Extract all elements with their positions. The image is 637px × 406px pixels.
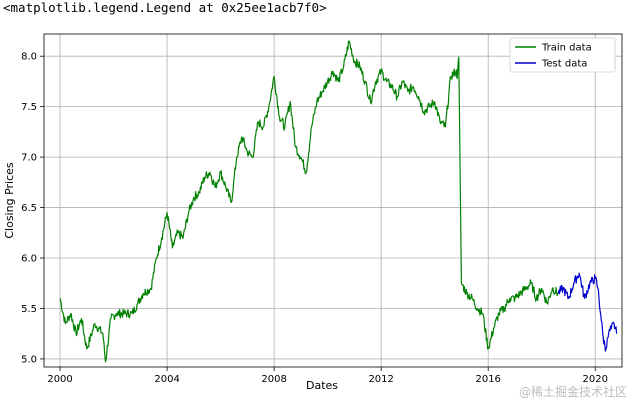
series-layer bbox=[59, 40, 618, 363]
y-tick-label: 5.0 bbox=[21, 354, 37, 365]
output-repr-text: <matplotlib.legend.Legend at 0x25ee1acb7… bbox=[3, 0, 327, 15]
test-data-line bbox=[557, 272, 618, 352]
plot-frame bbox=[43, 33, 623, 368]
train-data-line bbox=[59, 40, 559, 363]
grid-lines bbox=[44, 34, 622, 367]
x-tick-label: 2000 bbox=[47, 374, 72, 385]
legend-label-test: Test data bbox=[541, 59, 587, 70]
y-tick-label: 7.5 bbox=[21, 102, 37, 113]
y-tick-label: 6.0 bbox=[21, 254, 37, 265]
x-tick-label: 2008 bbox=[261, 374, 286, 385]
x-tick-label: 2004 bbox=[154, 374, 179, 385]
watermark-text: @稀土掘金技术社区 bbox=[518, 385, 627, 399]
x-tick-label: 2012 bbox=[368, 374, 393, 385]
legend-label-train: Train data bbox=[541, 43, 592, 54]
y-tick-label: 5.5 bbox=[21, 304, 37, 315]
tick-layer: 2000 2004 2008 2012 2016 2020 5.0 5.5 6.0 6.5 7.0 7… bbox=[21, 52, 608, 385]
legend: Train data Test data bbox=[509, 37, 616, 73]
y-tick-label: 7.0 bbox=[21, 153, 37, 164]
x-tick-label: 2016 bbox=[475, 374, 500, 385]
y-axis-label: Closing Prices bbox=[3, 162, 16, 239]
x-tick-label: 2020 bbox=[583, 374, 608, 385]
y-tick-label: 8.0 bbox=[21, 52, 37, 63]
y-tick-label: 6.5 bbox=[21, 203, 37, 214]
x-axis-label: Dates bbox=[306, 379, 338, 392]
legend-box bbox=[509, 37, 616, 73]
